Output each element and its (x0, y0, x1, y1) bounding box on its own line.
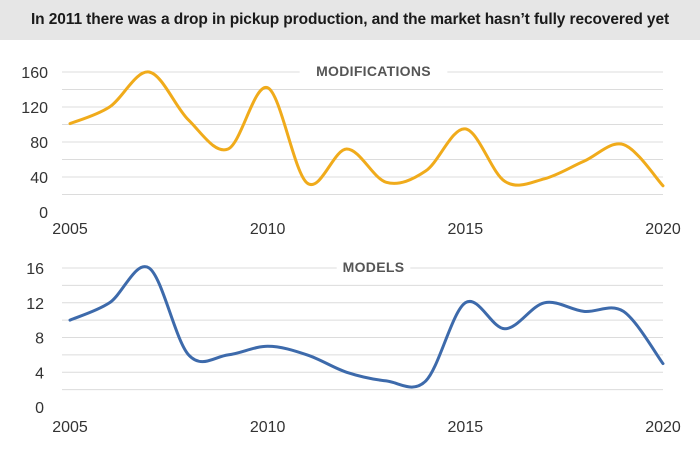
models-y-ticks: 0 4 8 12 16 (26, 261, 44, 417)
models-y-tick-label: 16 (26, 261, 44, 278)
modifications-series-line (68, 70, 665, 188)
modifications-y-tick-label: 80 (30, 135, 48, 152)
models-y-tick-label: 4 (35, 365, 44, 382)
modifications-x-tick-label: 2015 (448, 221, 484, 238)
models-x-tick-label: 2005 (52, 419, 88, 436)
models-y-tick-label: 12 (26, 296, 44, 313)
models-title-bg (336, 259, 411, 277)
modifications-y-tick-label: 0 (39, 205, 48, 222)
modifications-y-tick-label: 40 (30, 170, 48, 187)
modifications-title: MODIFICATIONS (316, 63, 431, 79)
header-title: In 2011 there was a drop in pickup produ… (30, 11, 670, 28)
models-x-ticks: 2005 2010 2015 2020 (52, 419, 681, 436)
models-chart: MODELS 0 4 8 12 16 2005 2010 2015 2020 (26, 259, 681, 436)
modifications-x-tick-label: 2005 (52, 221, 88, 238)
models-gridlines (62, 267, 663, 391)
modifications-x-ticks: 2005 2010 2015 2020 (52, 221, 681, 238)
modifications-x-tick-label: 2010 (250, 221, 286, 238)
models-series-line (68, 265, 665, 389)
models-title: MODELS (343, 259, 405, 275)
modifications-gridlines (62, 71, 663, 195)
models-y-tick-label: 0 (35, 400, 44, 417)
models-x-tick-label: 2010 (250, 419, 286, 436)
models-y-tick-label: 8 (35, 331, 44, 348)
modifications-title-bg (299, 63, 448, 81)
models-x-tick-label: 2020 (645, 419, 681, 436)
modifications-x-tick-label: 2020 (645, 221, 681, 238)
modifications-y-ticks: 0 40 80 120 160 (21, 65, 48, 222)
modifications-y-tick-label: 120 (21, 100, 48, 117)
chart-header: In 2011 there was a drop in pickup produ… (0, 0, 700, 40)
modifications-y-tick-label: 160 (21, 65, 48, 82)
models-x-tick-label: 2015 (448, 419, 484, 436)
